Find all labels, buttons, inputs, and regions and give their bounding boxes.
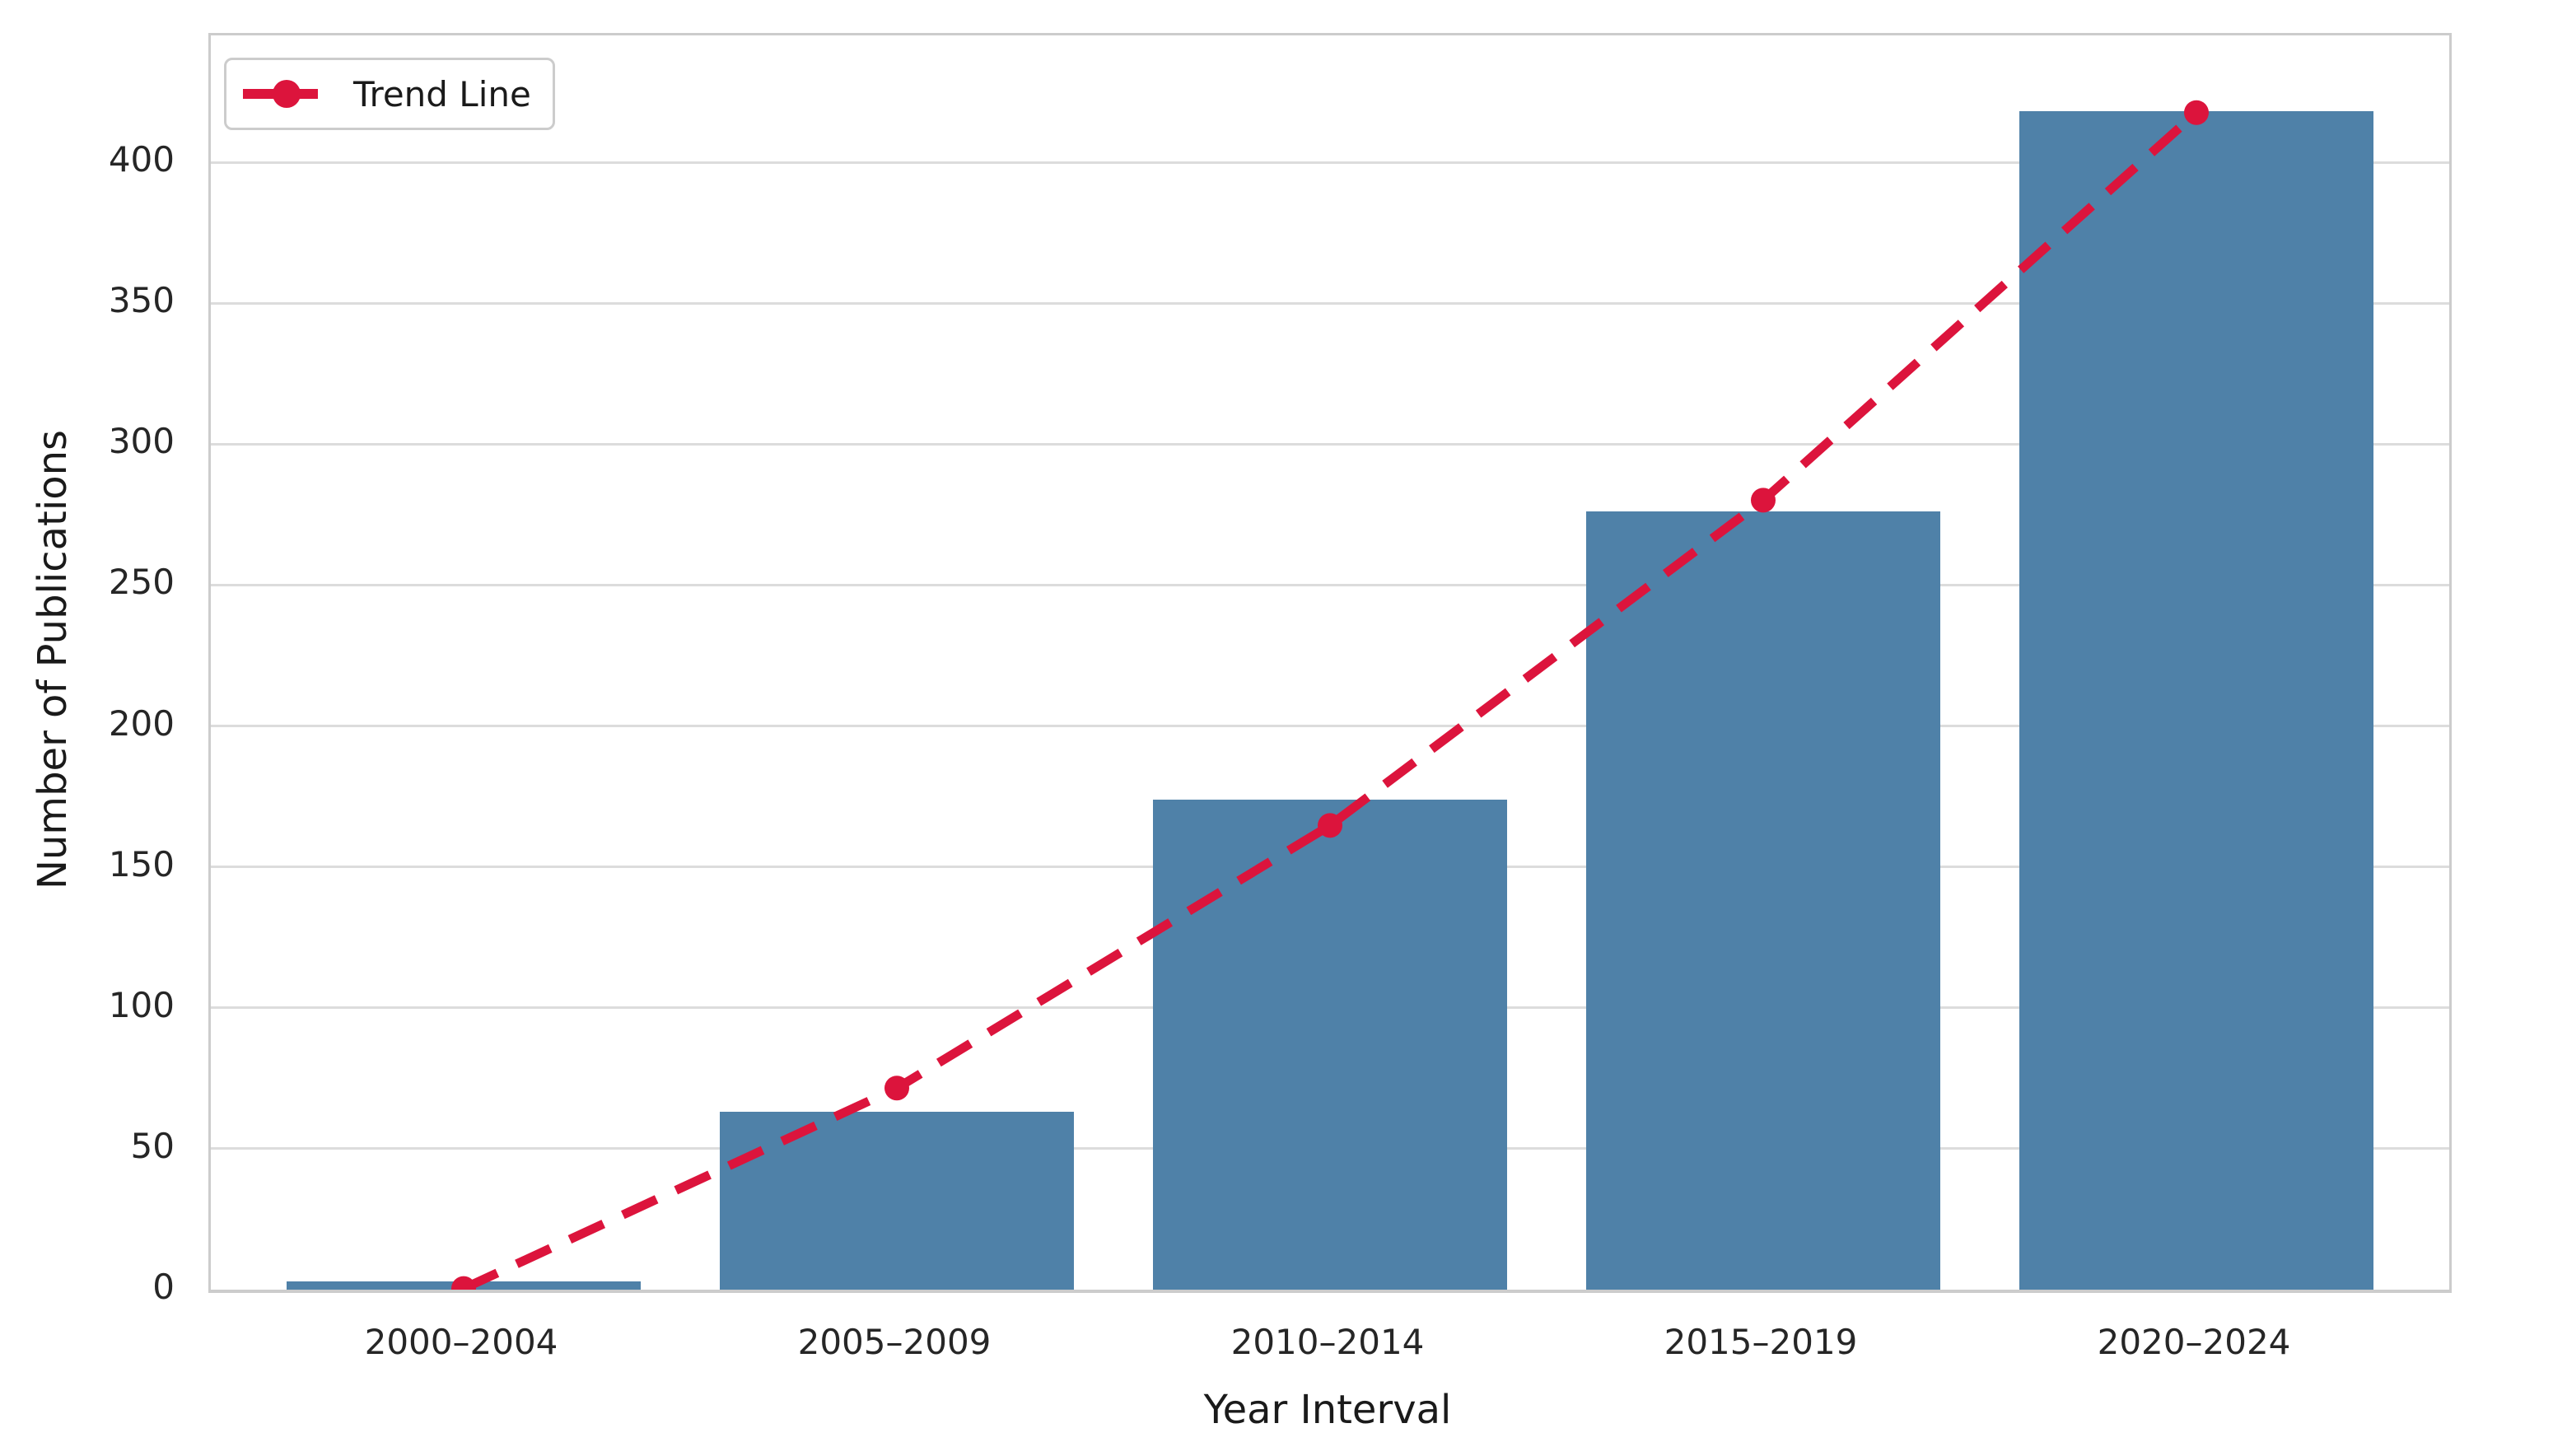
y-tick-label-350: 350 bbox=[108, 280, 175, 321]
trend-point bbox=[1318, 813, 1342, 838]
y-tick-label-50: 50 bbox=[130, 1125, 175, 1166]
y-tick-label-250: 250 bbox=[108, 562, 175, 603]
legend-label: Trend Line bbox=[353, 73, 531, 114]
trend-point bbox=[2184, 100, 2209, 125]
trend-line bbox=[451, 100, 2209, 1290]
y-tick-label-400: 400 bbox=[108, 139, 175, 180]
y-tick-label-200: 200 bbox=[108, 702, 175, 744]
bar-2015-2019 bbox=[1586, 511, 1940, 1290]
x-tick-label-2020-2024: 2020–2024 bbox=[2097, 1322, 2291, 1362]
y-tick-label-100: 100 bbox=[108, 984, 175, 1025]
bar-2020-2024 bbox=[2019, 111, 2373, 1290]
trend-point bbox=[451, 1276, 476, 1290]
x-axis-title: Year Interval bbox=[1203, 1387, 1452, 1433]
bar-2010-2014 bbox=[1153, 799, 1507, 1290]
gridline-250 bbox=[211, 583, 2449, 586]
y-tick-label-150: 150 bbox=[108, 843, 175, 884]
x-tick-label-2015-2019: 2015–2019 bbox=[1664, 1322, 1858, 1362]
x-tick-label-2005-2009: 2005–2009 bbox=[797, 1322, 992, 1362]
gridline-300 bbox=[211, 442, 2449, 446]
x-tick-label-2000-2004: 2000–2004 bbox=[364, 1322, 558, 1362]
gridline-400 bbox=[211, 161, 2449, 164]
trend-point bbox=[884, 1076, 909, 1101]
y-tick-label-0: 0 bbox=[152, 1267, 175, 1307]
gridline-350 bbox=[211, 301, 2449, 305]
gridline-200 bbox=[211, 725, 2449, 727]
y-tick-label-300: 300 bbox=[108, 421, 175, 462]
trend-line-legend-sample-icon bbox=[243, 80, 330, 108]
y-axis-title: Number of Publications bbox=[30, 429, 76, 890]
x-tick-label-2010-2014: 2010–2014 bbox=[1230, 1322, 1425, 1362]
legend: Trend Line bbox=[224, 58, 555, 130]
trend-point bbox=[1751, 488, 1776, 513]
bar-2005-2009 bbox=[720, 1112, 1074, 1290]
plot-area bbox=[208, 33, 2452, 1293]
